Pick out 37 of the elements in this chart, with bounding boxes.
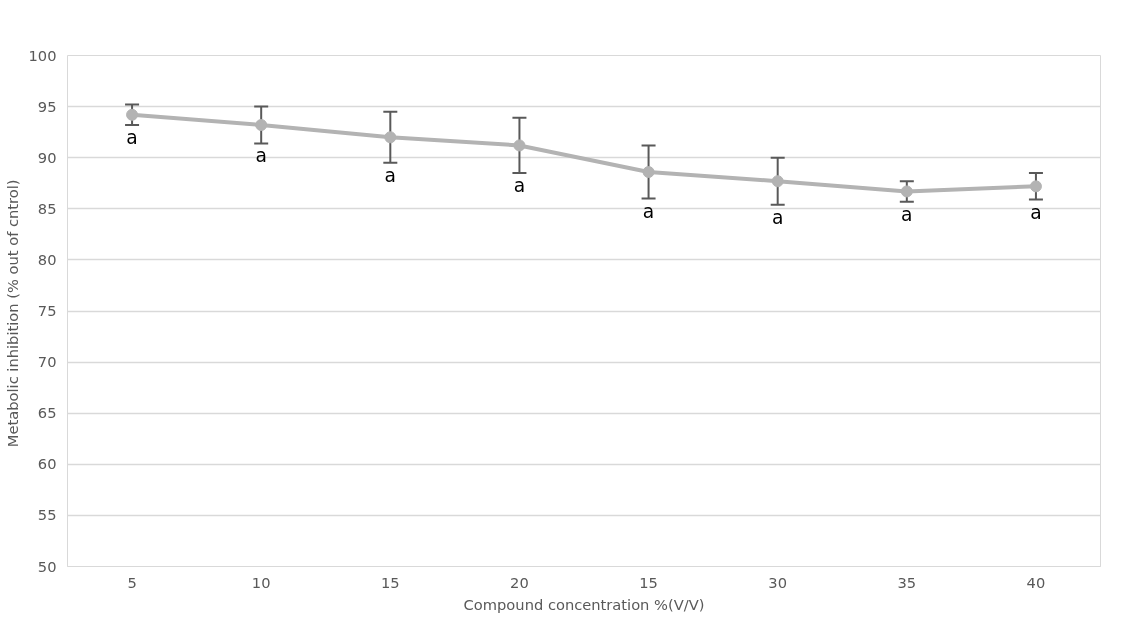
- annotation: a: [513, 175, 526, 197]
- y-tick-label: 50: [37, 557, 57, 575]
- y-tick-label: 85: [37, 199, 57, 217]
- x-tick-label: 20: [510, 573, 529, 591]
- x-tick-label: 10: [251, 573, 271, 591]
- x-tick-label: 35: [897, 573, 917, 591]
- y-tick-label: 90: [37, 148, 57, 166]
- y-tick-label: 70: [37, 353, 57, 371]
- x-tick-label: 15: [380, 573, 400, 591]
- point: [255, 119, 268, 131]
- x-tick-label: 30: [768, 573, 788, 591]
- annotation: a: [1030, 201, 1042, 223]
- x-tick-label: 5: [127, 573, 137, 591]
- point: [1029, 180, 1042, 193]
- point: [126, 108, 139, 121]
- y-tick-label: 60: [37, 455, 57, 473]
- point: [384, 131, 397, 144]
- annotation: a: [126, 127, 138, 148]
- y-tick-label: 80: [37, 250, 57, 268]
- y-tick-label: 55: [37, 506, 57, 524]
- y-tick-label: 95: [37, 97, 57, 115]
- y-tick-label: 100: [28, 46, 57, 64]
- x-axis-title: Compound concentration %(V/V): [463, 595, 705, 613]
- annotation: a: [771, 206, 784, 228]
- x-tick-label: 15: [639, 573, 658, 591]
- annotation: a: [384, 164, 397, 186]
- annotation: a: [642, 200, 655, 222]
- annotation: a: [255, 145, 267, 167]
- annotation: a: [901, 203, 913, 225]
- y-tick-label: 65: [37, 404, 57, 422]
- x-tick-label: 40: [1026, 573, 1046, 591]
- y-tick-label: 75: [37, 302, 57, 319]
- point: [771, 175, 784, 188]
- point: [513, 139, 526, 152]
- point: [642, 166, 655, 178]
- y-axis-title: Metabolic inhibition (% out of cntrol): [3, 179, 21, 448]
- point: [900, 185, 913, 198]
